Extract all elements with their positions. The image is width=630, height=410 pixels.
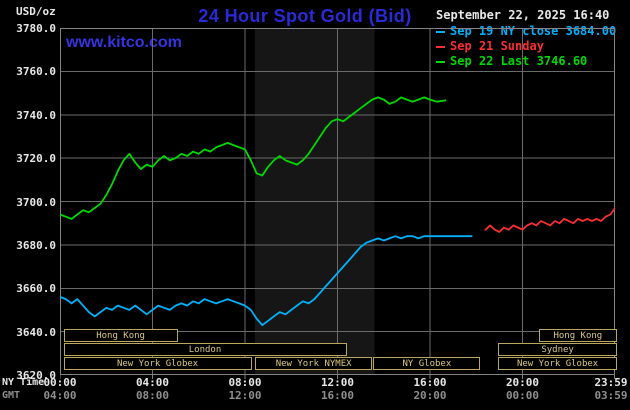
session-label: Hong Kong — [553, 330, 603, 341]
session-box-hong-kong: Hong Kong — [538, 329, 617, 342]
legend-item: Sep 22 Last 3746.60 — [436, 54, 616, 69]
session-label: New York NYMEX — [275, 358, 352, 369]
y-tick-label: 3620.0 — [16, 369, 56, 382]
x-tick-label-gmt: 03:59 — [594, 389, 628, 402]
x-tick-label-gmt: 08:00 — [135, 389, 170, 402]
session-box-new-york-globex: New York Globex — [63, 357, 252, 370]
legend-dash-icon — [436, 60, 445, 63]
x-tick-label-gmt: 00:00 — [505, 389, 540, 402]
legend-dash-icon — [436, 30, 445, 33]
plot-area: Hong Kong Hong Kong London Sydney New York G… — [59, 28, 617, 380]
session-box-new-york-globex: New York Globex — [498, 357, 617, 370]
y-tick-label: 3760.0 — [16, 65, 56, 79]
ny-time-axis-label: NY Time — [2, 377, 45, 388]
session-label: New York Globex — [116, 358, 199, 369]
x-tick-label-ny: 20:00 — [505, 376, 540, 389]
y-tick-label: 3660.0 — [16, 282, 56, 296]
y-tick-label: 3680.0 — [16, 238, 56, 252]
gmt-axis-label: GMT — [2, 390, 21, 401]
session-label: Hong Kong — [96, 330, 145, 341]
y-tick-label: 3720.0 — [16, 152, 56, 166]
x-tick-label-gmt: 12:00 — [228, 389, 262, 402]
series-line-sep21 — [484, 207, 616, 233]
x-tick-label-ny: 16:00 — [413, 376, 447, 389]
x-tick-label-ny: 23:59 — [594, 376, 628, 389]
series-line-sep19 — [59, 235, 473, 327]
legend-item: Sep 21 Sunday — [436, 39, 616, 54]
chart-canvas — [59, 28, 616, 379]
legend-text: Sep 21 Sunday — [450, 39, 544, 53]
x-tick-label-gmt: 16:00 — [320, 389, 355, 402]
session-box-new-york-nymex: New York NYMEX — [255, 357, 372, 370]
page-title: 24 Hour Spot Gold (Bid) — [198, 6, 412, 26]
x-tick-label-ny: 00:00 — [43, 376, 77, 389]
session-label: New York Globex — [516, 358, 599, 369]
legend-item: Sep 19 NY close 3684.00 — [436, 24, 616, 39]
session-label: London — [188, 344, 222, 355]
session-label: NY Globex — [402, 358, 452, 369]
session-label: Sydney — [541, 344, 574, 355]
date-label: September 22, 2025 16:40 — [436, 8, 610, 22]
x-tick-label-ny: 04:00 — [135, 376, 170, 389]
session-box-london: London — [63, 343, 347, 356]
plot-border — [60, 28, 615, 375]
y-tick-label: 3700.0 — [16, 195, 56, 209]
session-box-hong-kong: Hong Kong — [63, 329, 178, 342]
session-box-ny-globex: NY Globex — [373, 357, 481, 370]
legend-dash-icon — [436, 45, 445, 48]
x-tick-label-gmt: 04:00 — [43, 389, 77, 402]
x-tick-label-ny: 08:00 — [228, 376, 262, 389]
y-axis-units-label: USD/oz — [16, 5, 56, 18]
legend: Sep 19 NY close 3684.00 Sep 21 Sunday Sep … — [436, 24, 616, 69]
y-tick-label: 3740.0 — [16, 108, 56, 122]
legend-text: Sep 19 NY close 3684.00 — [450, 24, 617, 38]
x-tick-label-gmt: 20:00 — [413, 389, 447, 402]
x-tick-label-ny: 12:00 — [320, 376, 355, 389]
y-tick-label: 3780.0 — [16, 22, 56, 35]
legend-text: Sep 22 Last 3746.60 — [450, 54, 588, 68]
y-tick-label: 3640.0 — [16, 325, 56, 339]
series-line-sep22 — [59, 96, 447, 220]
session-box-sydney: Sydney — [498, 343, 617, 356]
